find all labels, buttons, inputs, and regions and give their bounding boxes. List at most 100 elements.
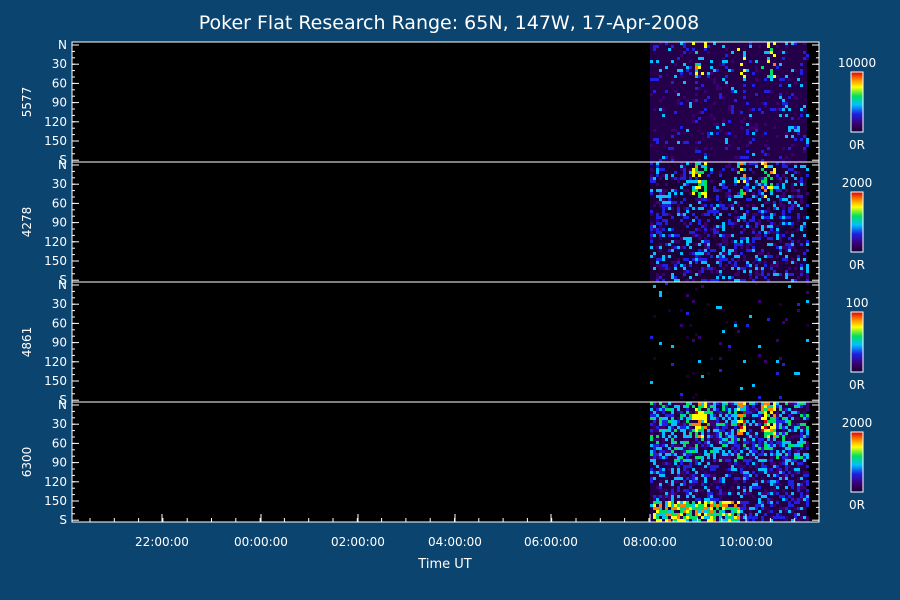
- intensity-cell: [713, 438, 716, 441]
- intensity-cell: [701, 456, 704, 459]
- intensity-cell: [743, 501, 746, 504]
- intensity-cell: [671, 174, 674, 177]
- intensity-cell: [788, 444, 791, 447]
- intensity-cell: [767, 90, 770, 93]
- intensity-cell: [707, 444, 710, 447]
- intensity-cell: [689, 507, 692, 510]
- intensity-cell: [758, 504, 761, 507]
- intensity-cell: [728, 120, 731, 123]
- intensity-cell: [794, 42, 797, 45]
- intensity-cell: [695, 72, 698, 75]
- intensity-cell: [716, 123, 719, 126]
- intensity-cell: [767, 420, 770, 423]
- intensity-cell: [749, 273, 752, 276]
- intensity-cell: [734, 177, 737, 180]
- intensity-cell: [674, 435, 677, 438]
- intensity-cell: [668, 207, 671, 210]
- intensity-cell: [713, 450, 716, 453]
- intensity-cell: [803, 183, 806, 186]
- intensity-cell: [746, 471, 749, 474]
- intensity-cell: [653, 180, 656, 183]
- intensity-cell: [731, 207, 734, 210]
- intensity-cell: [656, 162, 659, 165]
- intensity-cell: [767, 201, 770, 204]
- intensity-cell: [671, 45, 674, 48]
- intensity-cell: [671, 81, 674, 84]
- intensity-cell: [671, 177, 674, 180]
- intensity-cell: [764, 102, 767, 105]
- intensity-cell: [761, 102, 764, 105]
- intensity-cell: [695, 198, 698, 201]
- intensity-cell: [671, 345, 674, 348]
- intensity-cell: [788, 483, 791, 486]
- intensity-cell: [677, 234, 680, 237]
- intensity-cell: [773, 243, 776, 246]
- intensity-cell: [665, 195, 668, 198]
- intensity-cell: [761, 270, 764, 273]
- intensity-cell: [674, 423, 677, 426]
- intensity-cell: [803, 414, 806, 417]
- intensity-cell: [686, 456, 689, 459]
- intensity-cell: [704, 414, 707, 417]
- intensity-cell: [716, 276, 719, 279]
- intensity-cell: [788, 459, 791, 462]
- intensity-cell: [689, 276, 692, 279]
- intensity-cell: [686, 180, 689, 183]
- intensity-cell: [653, 234, 656, 237]
- intensity-cell: [665, 480, 668, 483]
- intensity-cell: [701, 252, 704, 255]
- intensity-cell: [695, 414, 698, 417]
- intensity-cell: [749, 453, 752, 456]
- intensity-cell: [701, 84, 704, 87]
- intensity-cell: [650, 504, 653, 507]
- intensity-cell: [803, 459, 806, 462]
- intensity-cell: [695, 66, 698, 69]
- intensity-cell: [704, 441, 707, 444]
- intensity-cell: [668, 420, 671, 423]
- intensity-cell: [680, 69, 683, 72]
- intensity-cell: [734, 468, 737, 471]
- intensity-cell: [722, 207, 725, 210]
- intensity-cell: [764, 489, 767, 492]
- intensity-cell: [740, 504, 743, 507]
- intensity-cell: [746, 411, 749, 414]
- intensity-cell: [773, 417, 776, 420]
- intensity-cell: [692, 120, 695, 123]
- intensity-cell: [677, 408, 680, 411]
- intensity-cell: [761, 273, 764, 276]
- intensity-cell: [722, 453, 725, 456]
- intensity-cell: [662, 174, 665, 177]
- colorbar-max-label: 2000: [842, 416, 873, 430]
- intensity-cell: [722, 330, 725, 333]
- intensity-cell: [695, 516, 698, 519]
- intensity-cell: [749, 441, 752, 444]
- intensity-cell: [650, 144, 653, 147]
- intensity-cell: [728, 501, 731, 504]
- intensity-cell: [749, 177, 752, 180]
- intensity-cell: [731, 432, 734, 435]
- intensity-cell: [725, 447, 728, 450]
- intensity-cell: [713, 189, 716, 192]
- intensity-cell: [743, 492, 746, 495]
- intensity-cell: [794, 471, 797, 474]
- intensity-cell: [707, 489, 710, 492]
- intensity-cell: [680, 483, 683, 486]
- colorbar-min-label: 0R: [849, 378, 865, 392]
- intensity-cell: [671, 189, 674, 192]
- intensity-cell: [758, 396, 761, 399]
- intensity-cell: [794, 189, 797, 192]
- intensity-cell: [728, 492, 731, 495]
- intensity-cell: [683, 183, 686, 186]
- intensity-cell: [755, 237, 758, 240]
- intensity-cell: [737, 219, 740, 222]
- intensity-cell: [797, 498, 800, 501]
- intensity-cell: [722, 444, 725, 447]
- intensity-cell: [653, 462, 656, 465]
- intensity-cell: [782, 459, 785, 462]
- intensity-cell: [680, 126, 683, 129]
- intensity-cell: [710, 444, 713, 447]
- intensity-cell: [791, 423, 794, 426]
- intensity-cell: [731, 414, 734, 417]
- intensity-cell: [806, 240, 809, 243]
